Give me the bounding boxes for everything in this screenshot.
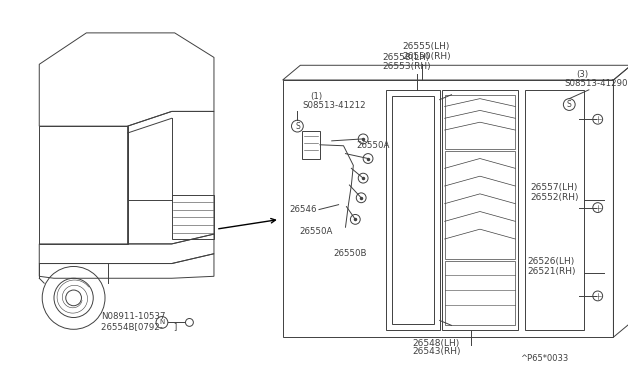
Text: 26550(RH): 26550(RH)	[403, 52, 451, 61]
Text: (1): (1)	[310, 92, 323, 101]
Text: 26554B[0792-    ]: 26554B[0792- ]	[101, 322, 177, 331]
Text: 26546: 26546	[289, 205, 317, 214]
Text: 26558(LH): 26558(LH)	[383, 53, 430, 62]
Text: 26553(RH): 26553(RH)	[383, 62, 431, 71]
Bar	[445, 95, 515, 149]
Text: 26550A: 26550A	[356, 141, 390, 150]
Text: N: N	[159, 320, 164, 326]
Text: 26543(RH): 26543(RH)	[412, 347, 461, 356]
Bar	[302, 131, 320, 158]
Text: 26548(LH): 26548(LH)	[412, 339, 460, 347]
Text: S: S	[295, 122, 300, 131]
Text: S08513-41212: S08513-41212	[302, 101, 366, 110]
Text: 26552(RH): 26552(RH)	[530, 193, 579, 202]
Text: 26526(LH): 26526(LH)	[527, 257, 574, 266]
Bar	[386, 90, 440, 330]
Text: ^P65*0033: ^P65*0033	[520, 354, 568, 363]
Text: 26550B: 26550B	[333, 249, 367, 258]
Text: 26550A: 26550A	[300, 227, 333, 235]
Bar	[442, 90, 518, 330]
Text: S: S	[567, 100, 572, 109]
Text: (3): (3)	[576, 70, 588, 78]
Bar	[445, 261, 515, 326]
Text: 26521(RH): 26521(RH)	[527, 267, 575, 276]
Bar	[525, 90, 584, 330]
Text: N08911-10537: N08911-10537	[101, 312, 166, 321]
Bar	[392, 96, 434, 324]
Bar	[445, 151, 515, 259]
Text: S08513-41290: S08513-41290	[564, 80, 628, 89]
Text: 26555(LH): 26555(LH)	[403, 42, 450, 51]
Text: 26557(LH): 26557(LH)	[530, 183, 577, 192]
